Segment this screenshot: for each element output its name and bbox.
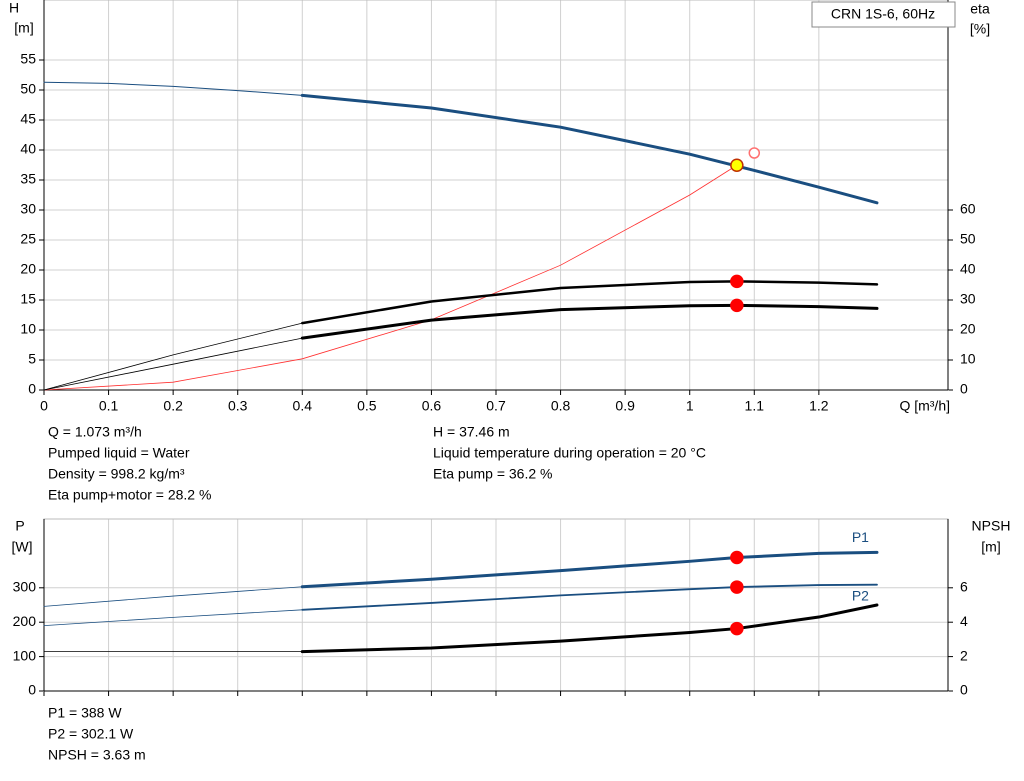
operating-point (730, 298, 744, 313)
x-tick-label: 0.2 (163, 398, 183, 414)
x-axis-label: Q [m³/h] (899, 398, 950, 414)
x-tick-label: 0 (40, 398, 48, 414)
curve-label: P1 (852, 529, 869, 545)
x-tick-label: 0.6 (422, 398, 442, 414)
y-tick-label: 200 (13, 613, 37, 629)
y-tick-label: 5 (28, 351, 36, 367)
x-tick-label: 0.9 (615, 398, 635, 414)
y-tick-label: 50 (20, 81, 36, 97)
y-tick-label: 55 (20, 51, 36, 67)
y-tick-label: 35 (20, 171, 36, 187)
operating-point (730, 158, 744, 172)
x-tick-label: 0.1 (99, 398, 119, 414)
curve (300, 603, 879, 654)
y2-tick-label: 2 (960, 647, 968, 663)
curve (300, 303, 879, 340)
y2-tick-label: 0 (960, 682, 968, 698)
y-tick-label: 0 (28, 381, 36, 397)
y2-tick-label: 4 (960, 613, 968, 629)
title-box (811, 1, 956, 28)
x-tick-label: 1.2 (809, 398, 829, 414)
operating-point (730, 550, 744, 565)
operating-point (730, 580, 744, 594)
y-axis-label: P (15, 518, 24, 534)
info-line: Eta pump = 36.2 % (433, 466, 552, 482)
y2-axis-label: [m] (981, 539, 1000, 555)
y-tick-label: 300 (13, 579, 37, 595)
y2-tick-label: 60 (960, 201, 976, 217)
y2-tick-label: 10 (960, 351, 976, 367)
x-tick-label: 1.1 (745, 398, 765, 414)
x-tick-label: 0.8 (551, 398, 571, 414)
y-axis-label: [W] (12, 539, 33, 555)
x-tick-label: 0.7 (486, 398, 506, 414)
x-tick-label: 0.4 (293, 398, 313, 414)
curve (43, 586, 303, 607)
y2-axis-label: NPSH (972, 518, 1011, 534)
curve (300, 550, 879, 589)
info-line: Liquid temperature during operation = 20… (433, 445, 706, 461)
curve (43, 81, 303, 96)
y2-tick-label: 0 (960, 381, 968, 397)
operating-point (730, 621, 744, 636)
x-tick-label: 1 (686, 398, 694, 414)
y-axis-label: [m] (14, 20, 33, 36)
y2-tick-label: 40 (960, 261, 976, 277)
curve (43, 609, 303, 627)
chart-title: CRN 1S-6, 60Hz (831, 6, 935, 22)
operating-point (748, 147, 761, 159)
y-tick-label: 10 (20, 321, 36, 337)
info-line: P2 = 302.1 W (48, 726, 134, 742)
y-tick-label: 25 (20, 231, 36, 247)
y2-tick-label: 20 (960, 321, 976, 337)
curve (43, 322, 303, 391)
y-tick-label: 15 (20, 291, 36, 307)
info-line: Density = 998.2 kg/m³ (48, 466, 185, 482)
y-tick-label: 100 (13, 647, 37, 663)
y-tick-label: 45 (20, 111, 36, 127)
curve (43, 337, 303, 391)
y-tick-label: 40 (20, 141, 36, 157)
y2-tick-label: 30 (960, 291, 976, 307)
curve (43, 164, 738, 391)
curve (300, 93, 879, 205)
info-line: H = 37.46 m (433, 424, 510, 440)
y2-tick-label: 6 (960, 579, 968, 595)
y2-axis-label: eta (970, 1, 990, 17)
y-axis-label: H (9, 0, 19, 16)
info-line: P1 = 388 W (48, 705, 122, 721)
info-line: Eta pump+motor = 28.2 % (48, 487, 211, 503)
info-line: Pumped liquid = Water (48, 445, 190, 461)
curve (301, 583, 878, 611)
y-tick-label: 30 (20, 201, 36, 217)
y-tick-label: 0 (28, 682, 36, 698)
y2-axis-label: [%] (970, 21, 990, 37)
x-tick-label: 0.5 (357, 398, 377, 414)
curve-label: P2 (852, 587, 869, 603)
y-tick-label: 20 (20, 261, 36, 277)
curve (301, 280, 879, 325)
info-line: NPSH = 3.63 m (48, 747, 146, 763)
x-tick-label: 0.3 (228, 398, 248, 414)
y2-tick-label: 50 (960, 231, 976, 247)
operating-point (730, 274, 744, 289)
info-line: Q = 1.073 m³/h (48, 424, 142, 440)
